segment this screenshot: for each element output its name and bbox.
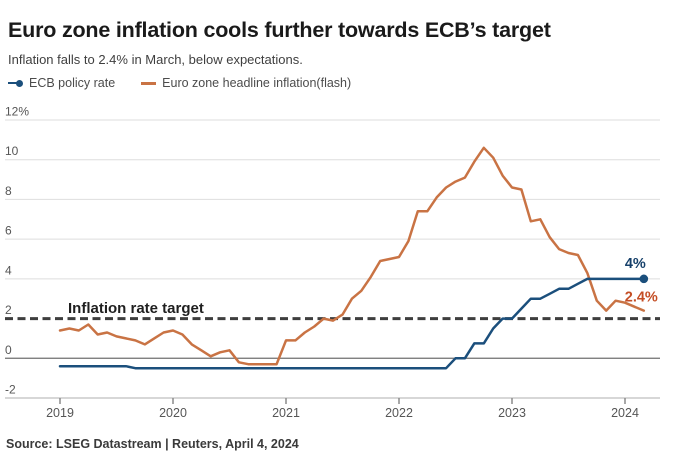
x-axis-label-2024: 2024 [611,406,639,420]
source-note: Source: LSEG Datastream | Reuters, April… [6,437,299,451]
legend-item-headline-inflation: Euro zone headline inflation(flash) [141,76,351,90]
legend-dot [16,79,23,87]
y-axis-label--2: -2 [5,383,16,397]
y-axis-label-10: 10 [5,144,19,158]
x-axis-label-2021: 2021 [272,406,300,420]
x-axis-label-2022: 2022 [385,406,413,420]
series-end-dot [639,274,649,284]
legend-dash-icon [141,81,157,85]
end-value-label-headline-inflation: 2.4% [625,290,658,306]
x-axis-label-2020: 2020 [159,406,187,420]
chart-subtitle: Inflation falls to 2.4% in March, below … [8,52,303,67]
chart-title: Euro zone inflation cools further toward… [8,18,551,43]
legend: ECB policy rate Euro zone headline infla… [8,76,351,90]
series-line-headline-inflation [58,146,646,366]
end-value-label-ecb-policy-rate: 4% [625,256,646,272]
y-axis-label-4: 4 [5,263,12,277]
legend-label-headline-inflation: Euro zone headline inflation(flash) [162,76,352,90]
y-axis-label-12%: 12% [5,105,29,119]
y-axis-label-2: 2 [5,303,12,317]
legend-label-ecb-policy-rate: ECB policy rate [29,76,116,90]
legend-line-dot-icon [8,79,23,87]
x-axis-label-2019: 2019 [46,406,74,420]
y-axis-label-6: 6 [5,224,12,238]
x-axis-label-2023: 2023 [498,406,526,420]
series-line-ecb-policy-rate [58,277,646,370]
y-axis-label-0: 0 [5,343,12,357]
legend-item-ecb-policy-rate: ECB policy rate [8,76,115,90]
legend-line-segment [8,81,17,85]
y-axis-label-8: 8 [5,184,12,198]
inflation-target-annotation: Inflation rate target [68,300,204,317]
